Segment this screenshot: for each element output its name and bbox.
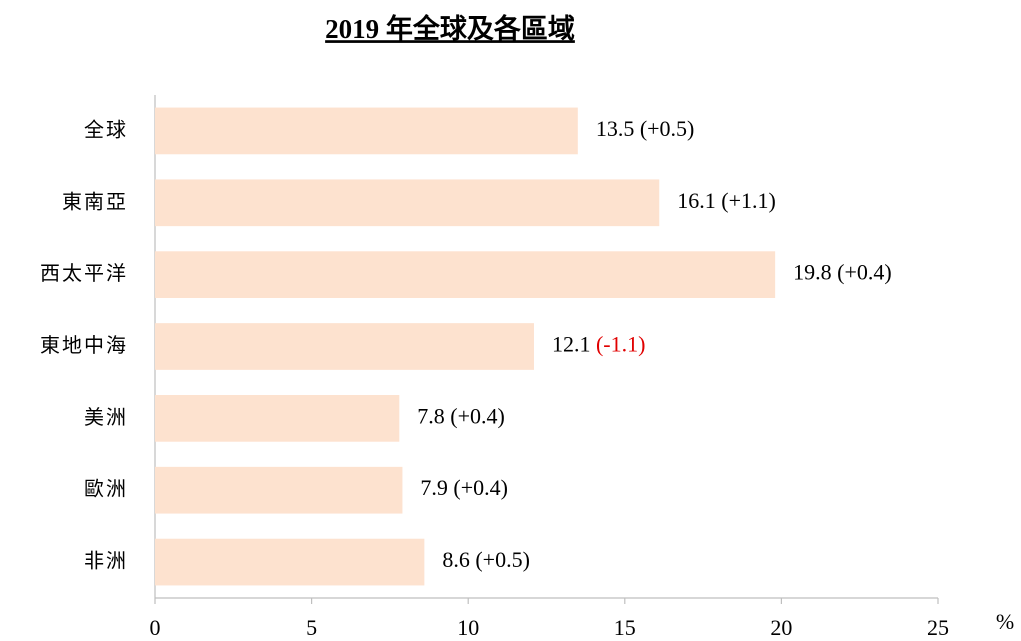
x-tick-label: 15 (614, 615, 636, 640)
x-tick-label: 0 (150, 615, 161, 640)
change-label: (+0.4) (453, 475, 508, 500)
value: 7.9 (420, 475, 448, 500)
bar (155, 251, 776, 298)
value-label: 7.8 (+0.4) (417, 403, 505, 428)
x-tick-label: 25 (927, 615, 949, 640)
value: 8.6 (442, 547, 470, 572)
bar (155, 107, 578, 155)
change-label: (+1.1) (721, 188, 776, 213)
value-label: 7.9 (+0.4) (420, 475, 508, 500)
y-tick-label: 歐洲 (84, 477, 128, 501)
chart-title: 2019 年全球及各區域 (325, 13, 575, 44)
y-tick-label: 美洲 (84, 405, 128, 429)
bar (155, 323, 534, 370)
value-label: 16.1 (+1.1) (677, 188, 776, 213)
value-label: 13.5 (+0.5) (596, 116, 695, 141)
change-label: (+0.5) (640, 116, 695, 141)
y-tick-label: 西太平洋 (40, 261, 128, 285)
value-label: 8.6 (+0.5) (442, 547, 530, 572)
y-tick-label: 東地中海 (40, 333, 128, 357)
value-label: 12.1 (-1.1) (552, 332, 645, 357)
y-tick-label: 東南亞 (62, 189, 128, 213)
value-label: 19.8 (+0.4) (793, 260, 892, 285)
value: 13.5 (596, 116, 635, 141)
x-axis-label: % (996, 609, 1014, 634)
bar (155, 179, 660, 227)
value: 12.1 (552, 332, 591, 357)
x-tick-label: 5 (306, 615, 317, 640)
bar (155, 395, 400, 442)
value: 16.1 (677, 188, 716, 213)
y-tick-label: 非洲 (84, 549, 128, 573)
change-label: (+0.4) (450, 403, 505, 428)
bar (155, 466, 403, 514)
change-label: (+0.5) (475, 547, 530, 572)
x-tick-label: 20 (770, 615, 792, 640)
bar (155, 538, 425, 586)
x-tick-label: 10 (457, 615, 479, 640)
value: 19.8 (793, 260, 832, 285)
y-tick-label: 全球 (84, 117, 128, 141)
value: 7.8 (417, 403, 445, 428)
change-label: (+0.4) (837, 260, 892, 285)
change-label: (-1.1) (596, 332, 645, 357)
